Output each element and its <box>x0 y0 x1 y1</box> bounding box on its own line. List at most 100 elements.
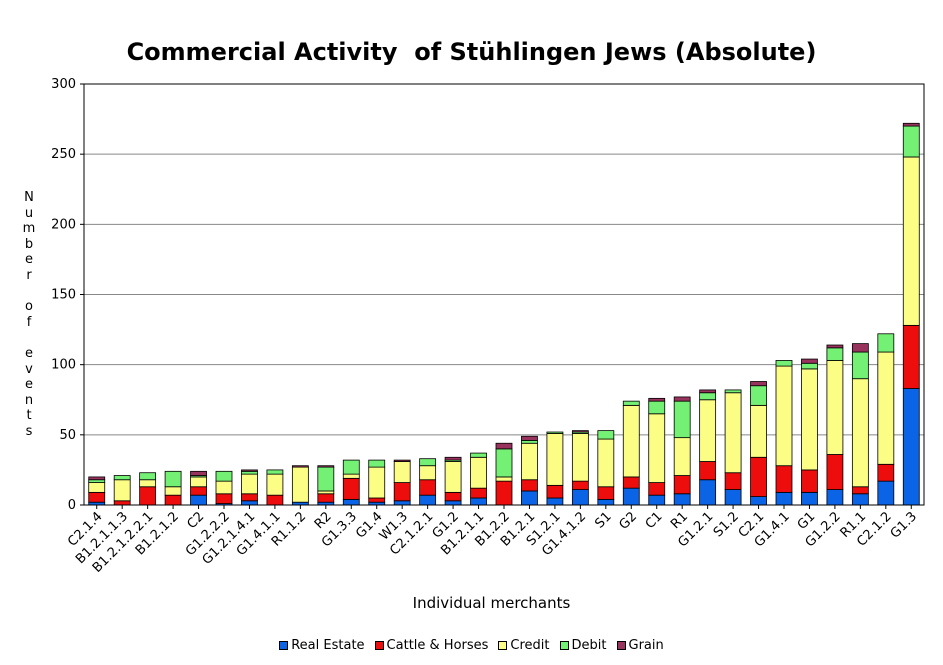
bar-stack <box>877 333 895 506</box>
x-tick-label: S1 <box>592 509 614 531</box>
gridlines <box>84 83 924 436</box>
y-tick-label: 250 <box>51 147 76 162</box>
bar-segment <box>291 465 309 468</box>
bar-segment <box>699 389 717 394</box>
legend-label: Debit <box>571 638 607 653</box>
bar-segment <box>699 399 717 462</box>
x-tick-label: S1.2 <box>711 509 742 540</box>
bar-stack <box>215 470 233 506</box>
bar-segment <box>393 461 411 483</box>
y-tick-label: 100 <box>51 358 76 373</box>
bar-stack <box>546 431 564 506</box>
bar-segment <box>851 343 869 353</box>
bar-stack <box>750 381 767 506</box>
bar-segment <box>775 365 793 467</box>
bar-segment <box>521 490 538 506</box>
bar-segment <box>673 493 691 506</box>
bar-segment <box>88 482 106 493</box>
bar-segment <box>190 494 207 506</box>
bar-segment <box>521 440 538 444</box>
bar-stack <box>419 458 437 506</box>
legend-item: Credit <box>498 638 550 653</box>
bar-segment <box>444 491 462 502</box>
y-tick-label: 0 <box>68 498 76 513</box>
bar-stack <box>317 465 335 506</box>
bar-segment <box>88 479 106 483</box>
legend-swatch <box>559 641 569 650</box>
x-tick-label: G1.3 <box>888 509 920 541</box>
bar-segment <box>241 500 258 506</box>
bar-segment <box>317 493 335 503</box>
legend-label: Cattle & Horses <box>386 638 489 653</box>
bar-segment <box>750 381 767 387</box>
bar-segment <box>88 476 106 481</box>
bar-segment <box>673 396 691 402</box>
bar-segment <box>368 466 386 499</box>
bar-segment <box>419 479 437 496</box>
bar-segment <box>164 470 182 488</box>
bar-segment <box>622 404 640 478</box>
bar-stack <box>801 358 818 506</box>
bar-stack <box>648 397 666 506</box>
bar-segment <box>393 459 411 462</box>
bar-segment <box>215 493 233 504</box>
bar-stack <box>902 122 920 506</box>
bar-stack <box>597 430 615 506</box>
bar-segment <box>521 479 538 492</box>
bar-segment <box>826 344 844 349</box>
bar-segment <box>368 497 386 503</box>
bar-segment <box>470 456 487 489</box>
bar-stack <box>190 470 207 506</box>
bar-segment <box>190 476 207 488</box>
bar-segment <box>597 486 615 500</box>
bar-stack <box>444 456 462 506</box>
bar-segment <box>775 491 793 506</box>
legend: Real Estate Cattle & Horses Credit Debit Gra… <box>0 638 943 653</box>
bar-segment <box>495 480 513 506</box>
bar-stack <box>851 343 869 506</box>
bar-segment <box>470 487 487 499</box>
bar-segment <box>317 465 335 468</box>
bar-segment <box>291 466 309 503</box>
bar-segment <box>113 475 131 481</box>
bar-stack <box>673 396 691 506</box>
x-tick-label: G2 <box>617 509 641 533</box>
bar-stack <box>266 469 284 506</box>
legend-item: Grain <box>616 638 664 653</box>
bar-segment <box>597 430 615 440</box>
chart-title: Commercial Activity of Stühlingen Jews (… <box>126 38 817 66</box>
legend-item: Debit <box>559 638 607 653</box>
bar-segment <box>673 475 691 495</box>
bar-segment <box>139 472 157 481</box>
bar-stack <box>393 459 411 506</box>
bar-segment <box>419 494 437 506</box>
bar-segment <box>750 404 767 458</box>
bar-segment <box>342 459 360 475</box>
bar-segment <box>241 473 258 495</box>
bar-segment <box>673 437 691 476</box>
bar-segment <box>724 389 742 394</box>
bar-segment <box>648 494 666 506</box>
bar-segment <box>317 466 335 492</box>
bar-segment <box>266 494 284 506</box>
bar-segment <box>317 490 335 495</box>
bar-segment <box>546 433 564 486</box>
bar-segment <box>241 469 258 472</box>
bar-stack <box>113 475 131 506</box>
bar-stack <box>368 459 386 506</box>
legend-label: Credit <box>510 638 550 653</box>
bar-stack <box>521 435 538 506</box>
bar-segment <box>546 497 564 506</box>
bar-stack <box>164 470 182 506</box>
bar-segment <box>342 477 360 500</box>
bar-segment <box>826 489 844 506</box>
bar-segment <box>801 362 818 370</box>
bar-segment <box>724 489 742 506</box>
bar-segment <box>801 491 818 506</box>
bar-segment <box>775 465 793 493</box>
bar-segment <box>342 473 360 479</box>
bar-segment <box>495 442 513 450</box>
bar-stack <box>241 469 258 506</box>
legend-item: Cattle & Horses <box>374 638 489 653</box>
bar-segment <box>622 487 640 506</box>
